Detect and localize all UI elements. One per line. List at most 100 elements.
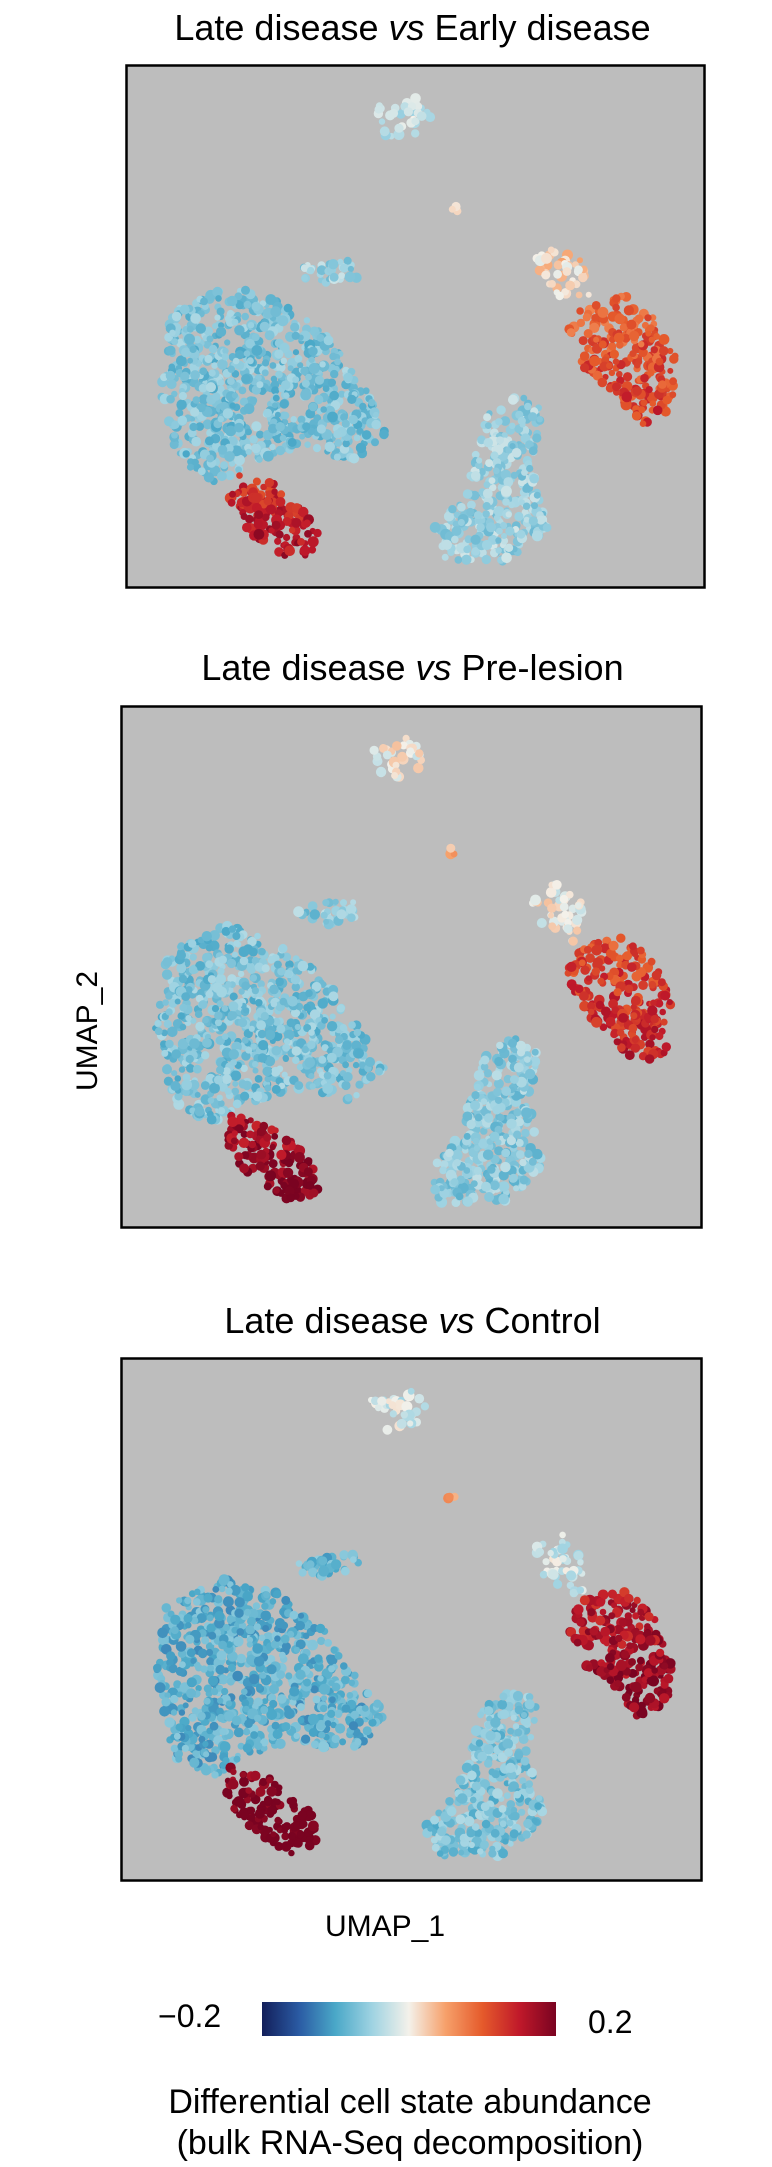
cell-point: [272, 394, 280, 402]
cell-point: [461, 1762, 473, 1773]
cell-point: [318, 1683, 330, 1695]
cell-point: [612, 382, 621, 392]
cell-point: [238, 1622, 247, 1630]
cell-point: [320, 1704, 328, 1713]
cell-point: [632, 1612, 640, 1620]
cell-point: [178, 974, 188, 984]
cell-point: [464, 1816, 475, 1827]
cell-point: [171, 1626, 179, 1635]
cell-point: [457, 519, 465, 526]
cell-point: [153, 1663, 162, 1673]
cell-point: [608, 1612, 616, 1620]
cell-point: [559, 894, 569, 904]
cell-point: [198, 383, 208, 393]
cell-point: [420, 1402, 429, 1411]
cell-point: [214, 1019, 223, 1027]
cell-point: [353, 1092, 360, 1099]
cell-point: [569, 1588, 578, 1598]
cell-point: [185, 1054, 194, 1064]
cell-point: [497, 1699, 508, 1710]
cell-point: [356, 427, 364, 434]
cell-point: [304, 530, 312, 538]
cell-point: [270, 1066, 281, 1077]
cell-point: [233, 1796, 245, 1807]
cell-point: [195, 1021, 205, 1032]
cell-point: [175, 1666, 186, 1676]
cell-point: [576, 1586, 585, 1594]
cell-point: [452, 520, 460, 528]
cell-point: [382, 750, 392, 760]
cell-point: [520, 1756, 530, 1766]
cell-point: [401, 1401, 413, 1413]
cell-point: [633, 1596, 641, 1604]
cell-point: [239, 487, 249, 497]
cell-point: [185, 1015, 192, 1022]
cell-point: [559, 1531, 566, 1539]
cell-point: [471, 547, 480, 556]
cell-point: [490, 1717, 501, 1728]
cell-point: [214, 1595, 223, 1604]
cell-point: [518, 1808, 526, 1816]
cell-point: [477, 1848, 484, 1855]
cell-point: [358, 1061, 367, 1069]
cell-point: [318, 1731, 326, 1739]
cell-point: [232, 1670, 243, 1682]
cell-point: [585, 953, 595, 963]
cell-point: [276, 1149, 287, 1160]
cell-point: [272, 1017, 281, 1026]
cell-point: [297, 960, 309, 972]
cell-point: [308, 346, 318, 356]
cell-point: [612, 294, 621, 303]
cell-point: [589, 322, 600, 333]
cell-point: [234, 1608, 244, 1618]
cell-point: [651, 970, 662, 981]
cell-point: [592, 370, 603, 381]
cell-point: [251, 492, 262, 503]
cell-point: [379, 429, 389, 440]
colorbar: [262, 2002, 556, 2036]
cell-point: [303, 519, 311, 528]
cell-point: [274, 349, 284, 359]
cell-point: [494, 1056, 504, 1067]
cell-point: [190, 407, 200, 417]
cell-point: [229, 490, 236, 498]
cell-point: [311, 1740, 319, 1749]
cell-point: [269, 985, 279, 995]
cell-point: [218, 1640, 227, 1650]
cell-point: [186, 1648, 196, 1658]
cell-point: [194, 1588, 201, 1595]
cell-point: [616, 370, 623, 378]
cell-point: [289, 1796, 298, 1805]
cell-point: [214, 1617, 225, 1629]
cell-point: [523, 516, 530, 523]
cell-point: [559, 902, 569, 912]
cell-point: [485, 1730, 496, 1741]
cell-point: [281, 1722, 291, 1732]
cell-point: [490, 451, 499, 460]
cell-point: [286, 1193, 295, 1203]
cell-point: [313, 414, 322, 423]
cell-point: [307, 266, 315, 275]
cell-point: [161, 969, 173, 980]
cell-point: [227, 1581, 234, 1588]
cell-point: [547, 903, 557, 913]
cell-point: [430, 1836, 438, 1844]
cell-point: [170, 1709, 178, 1716]
cell-point: [253, 1714, 262, 1722]
cell-point: [613, 332, 625, 343]
cell-point: [436, 1850, 444, 1857]
cell-point: [238, 988, 245, 995]
cell-point: [506, 1819, 514, 1827]
cell-point: [283, 1029, 295, 1041]
cell-point: [509, 1829, 519, 1839]
cell-point: [255, 1786, 266, 1797]
cell-point: [270, 375, 278, 383]
cell-point: [188, 939, 197, 948]
cell-point: [296, 1830, 305, 1839]
cell-point: [371, 419, 381, 430]
cell-point: [309, 1083, 316, 1090]
cell-point: [192, 396, 201, 404]
cell-point: [178, 1066, 186, 1073]
cell-point: [470, 1180, 478, 1187]
cell-point: [174, 1075, 182, 1082]
